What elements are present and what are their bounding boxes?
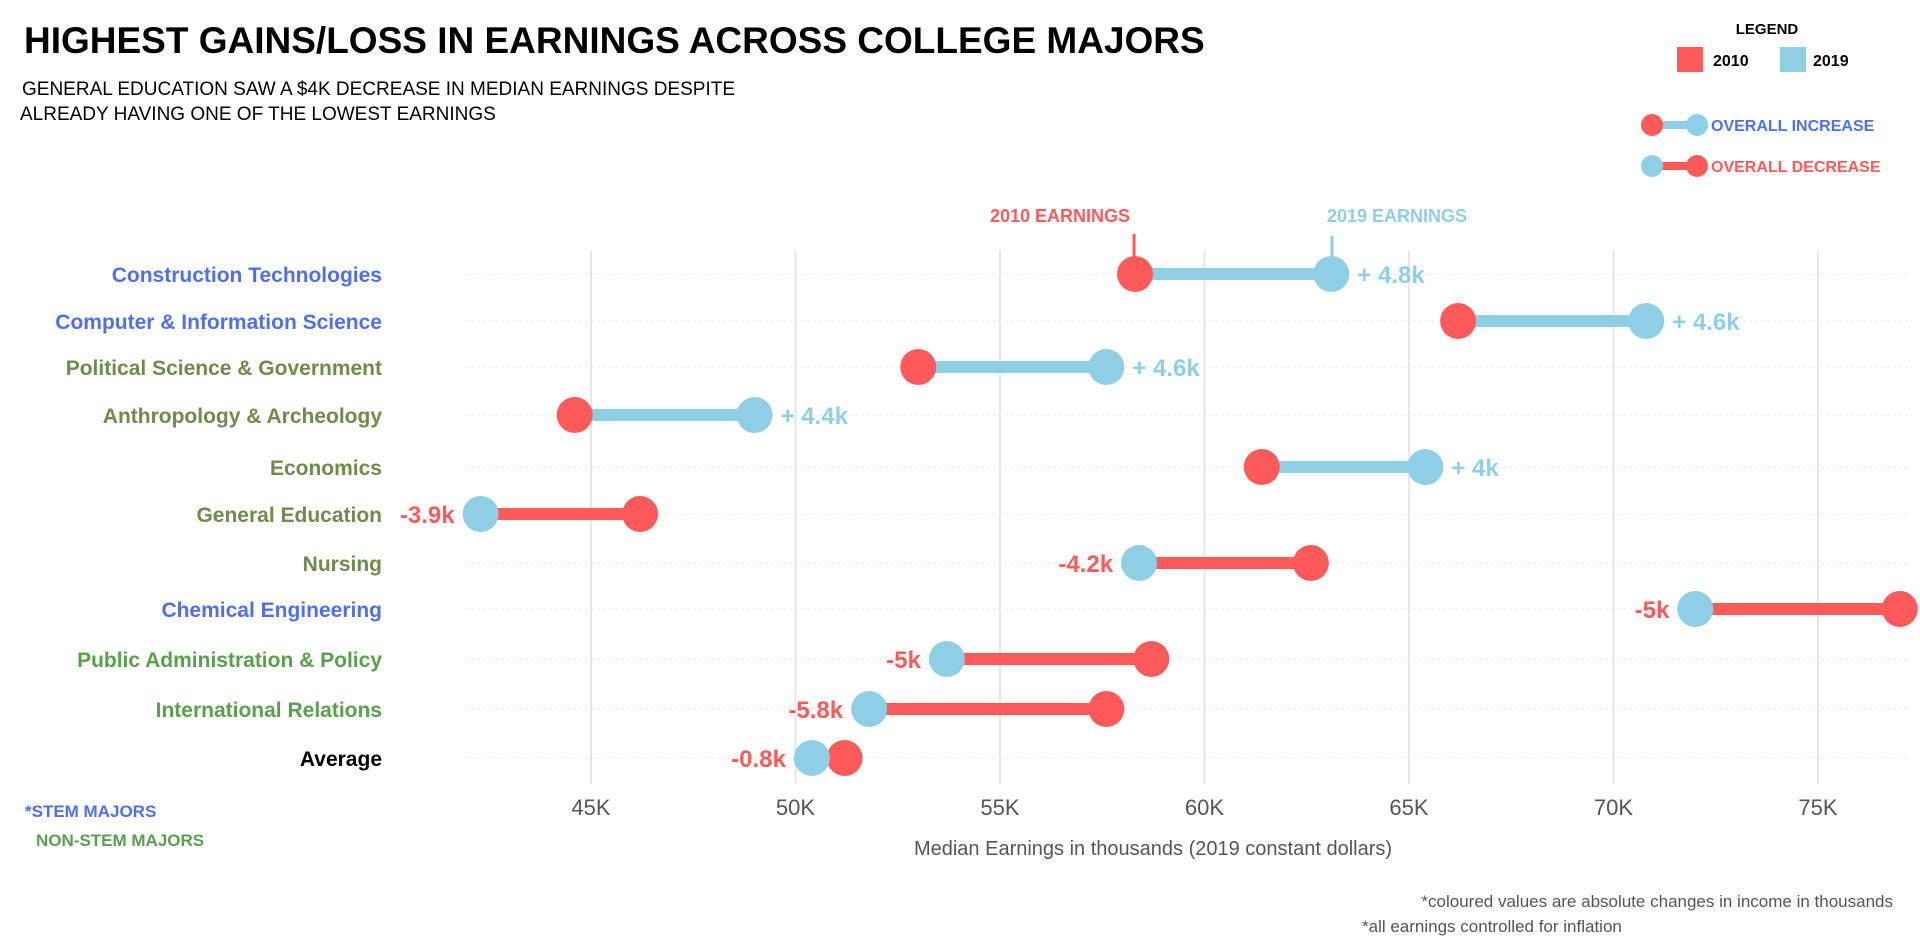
- legend-swatch-2010: [1677, 47, 1703, 72]
- change-label: -0.8k: [731, 746, 786, 773]
- change-label: -5k: [1635, 597, 1670, 624]
- point-2019: [1677, 591, 1714, 627]
- x-tick-label: 45K: [571, 795, 610, 820]
- point-2010: [1881, 591, 1918, 627]
- x-tick-label: 65K: [1389, 795, 1428, 820]
- dumbbell-row: Computer & Information Science + 4.6k: [55, 303, 1740, 339]
- point-2019: [851, 691, 888, 727]
- point-2019: [928, 641, 965, 677]
- legend-increase-2010-dot: [1641, 114, 1663, 136]
- chart-subtitle-line-2: ALREADY HAVING ONE OF THE LOWEST EARNING…: [20, 104, 496, 125]
- point-2019: [793, 740, 830, 776]
- dumbbell-row: Political Science & Government + 4.6k: [66, 349, 1200, 385]
- x-axis-label: Median Earnings in thousands (2019 const…: [914, 838, 1392, 860]
- annotation-2019-earnings: 2019 EARNINGS: [1327, 206, 1467, 226]
- legend-decrease-2019-dot: [1641, 155, 1663, 177]
- dumbbell-row: Public Administration & Policy -5k: [77, 641, 1170, 677]
- legend-decrease-label: OVERALL DECREASE: [1711, 159, 1881, 176]
- dumbbell-row: General Education -3.9k: [196, 496, 659, 532]
- major-label: Nursing: [303, 553, 382, 576]
- major-label: Anthropology & Archeology: [103, 405, 383, 428]
- non-stem-key: NON-STEM MAJORS: [36, 831, 204, 850]
- point-2019: [462, 496, 499, 532]
- dumbbell-row: Construction Technologies + 4.8k: [112, 256, 1425, 292]
- major-label: Average: [300, 748, 382, 771]
- x-tick-label: 55K: [980, 795, 1019, 820]
- major-label: International Relations: [156, 699, 382, 722]
- point-2019: [1088, 349, 1125, 385]
- stem-key: *STEM MAJORS: [25, 802, 156, 821]
- point-2010: [1292, 545, 1329, 581]
- major-label: Public Administration & Policy: [77, 649, 382, 672]
- rows: Construction Technologies + 4.8k Computer …: [55, 256, 1918, 776]
- change-label: -5k: [886, 647, 921, 674]
- change-label: + 4.6k: [1132, 355, 1200, 382]
- point-2010: [1133, 641, 1170, 677]
- point-2010: [900, 349, 937, 385]
- annotation-2010-earnings: 2010 EARNINGS: [990, 206, 1130, 226]
- x-tick-label: 75K: [1798, 795, 1837, 820]
- point-2010: [1088, 691, 1125, 727]
- footnote-2: *all earnings controlled for inflation: [1362, 917, 1622, 936]
- dumbbell-row: Average -0.8k: [300, 740, 863, 776]
- dumbbell-row: Economics + 4k: [270, 449, 1499, 485]
- change-label: -3.9k: [400, 502, 455, 529]
- legend: LEGEND 2010 2019 OVERALL INCREASE OVERAL…: [1641, 21, 1881, 177]
- dumbbell-row: Anthropology & Archeology + 4.4k: [103, 397, 849, 433]
- change-label: + 4.4k: [781, 403, 849, 430]
- legend-label-2019: 2019: [1813, 53, 1849, 70]
- legend-label-2010: 2010: [1713, 53, 1749, 70]
- change-label: -5.8k: [788, 697, 843, 724]
- major-label: Chemical Engineering: [161, 599, 382, 622]
- change-label: + 4k: [1451, 455, 1499, 482]
- legend-heading: LEGEND: [1736, 21, 1799, 38]
- legend-increase-2019-dot: [1686, 114, 1708, 136]
- point-2010: [1440, 303, 1477, 339]
- point-2019: [1313, 256, 1350, 292]
- point-2019: [1407, 449, 1444, 485]
- chart-title: HIGHEST GAINS/LOSS IN EARNINGS ACROSS CO…: [24, 20, 1205, 61]
- major-label: Construction Technologies: [112, 264, 382, 287]
- x-tick-label: 60K: [1185, 795, 1224, 820]
- point-2010: [826, 740, 863, 776]
- chart-subtitle-line-1: GENERAL EDUCATION SAW A $4K DECREASE IN …: [22, 79, 735, 100]
- point-2010: [1116, 256, 1153, 292]
- point-2019: [1628, 303, 1665, 339]
- major-label: Political Science & Government: [66, 357, 382, 380]
- point-2019: [736, 397, 773, 433]
- point-2010: [622, 496, 659, 532]
- footnote-1: *coloured values are absolute changes in…: [1421, 892, 1893, 911]
- x-tick-label: 70K: [1594, 795, 1633, 820]
- legend-increase-label: OVERALL INCREASE: [1711, 118, 1875, 135]
- dumbbell-row: International Relations -5.8k: [156, 691, 1125, 727]
- point-2010: [556, 397, 593, 433]
- major-label: Computer & Information Science: [55, 311, 382, 334]
- x-tick-label: 50K: [776, 795, 815, 820]
- major-label: Economics: [270, 457, 382, 480]
- change-label: + 4.6k: [1672, 309, 1740, 336]
- dumbbell-row: Chemical Engineering -5k: [161, 591, 1918, 627]
- top-annotations: 2010 EARNINGS 2019 EARNINGS: [990, 206, 1467, 262]
- legend-decrease-2010-dot: [1686, 155, 1708, 177]
- point-2010: [1243, 449, 1280, 485]
- change-label: + 4.8k: [1357, 262, 1425, 289]
- legend-swatch-2019: [1780, 47, 1806, 72]
- major-label: General Education: [196, 504, 382, 527]
- point-2019: [1121, 545, 1158, 581]
- change-label: -4.2k: [1058, 551, 1113, 578]
- dumbbell-row: Nursing -4.2k: [303, 545, 1329, 581]
- x-axis-ticks: 45K 50K 55K 60K 65K 70K 75K: [571, 795, 1837, 820]
